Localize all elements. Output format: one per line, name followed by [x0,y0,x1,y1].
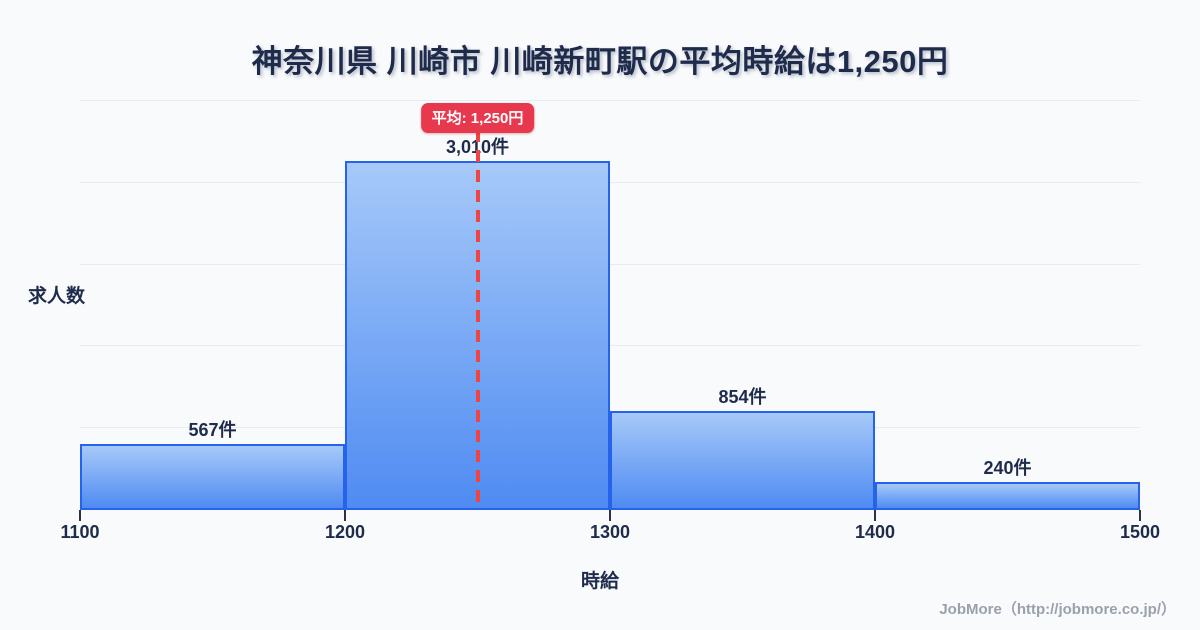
bar-value-label: 567件 [188,420,237,440]
gridline [80,100,1140,101]
x-axis-label: 時給 [580,571,619,592]
x-axis-tick [1139,510,1141,521]
y-axis-label: 求人数 [28,286,86,307]
x-axis-tick-label: 1300 [589,522,631,542]
gridline [80,345,1140,346]
x-axis-tick-label: 1400 [854,522,896,542]
x-axis-tick [79,510,81,521]
x-axis-tick [344,510,346,521]
histogram-bar [610,411,875,510]
histogram-bar [80,444,345,510]
x-axis-tick-label: 1200 [324,522,366,542]
average-badge: 平均: 1,250円 [420,103,535,133]
gridline [80,182,1140,183]
average-dashed-line [475,130,480,510]
x-axis-tick [874,510,876,521]
x-axis-tick [609,510,611,521]
x-axis-tick-label: 1100 [60,522,100,542]
x-axis-tick-label: 1500 [1119,522,1161,542]
histogram-bar [875,482,1140,510]
bar-value-label: 854件 [718,387,767,407]
footer-credit: JobMore（http://jobmore.co.jp/） [939,601,1176,618]
chart-title: 神奈川県 川崎市 川崎新町駅の平均時給は1,250円 [251,44,949,79]
bar-value-label: 240件 [983,458,1032,478]
gridline [80,264,1140,265]
